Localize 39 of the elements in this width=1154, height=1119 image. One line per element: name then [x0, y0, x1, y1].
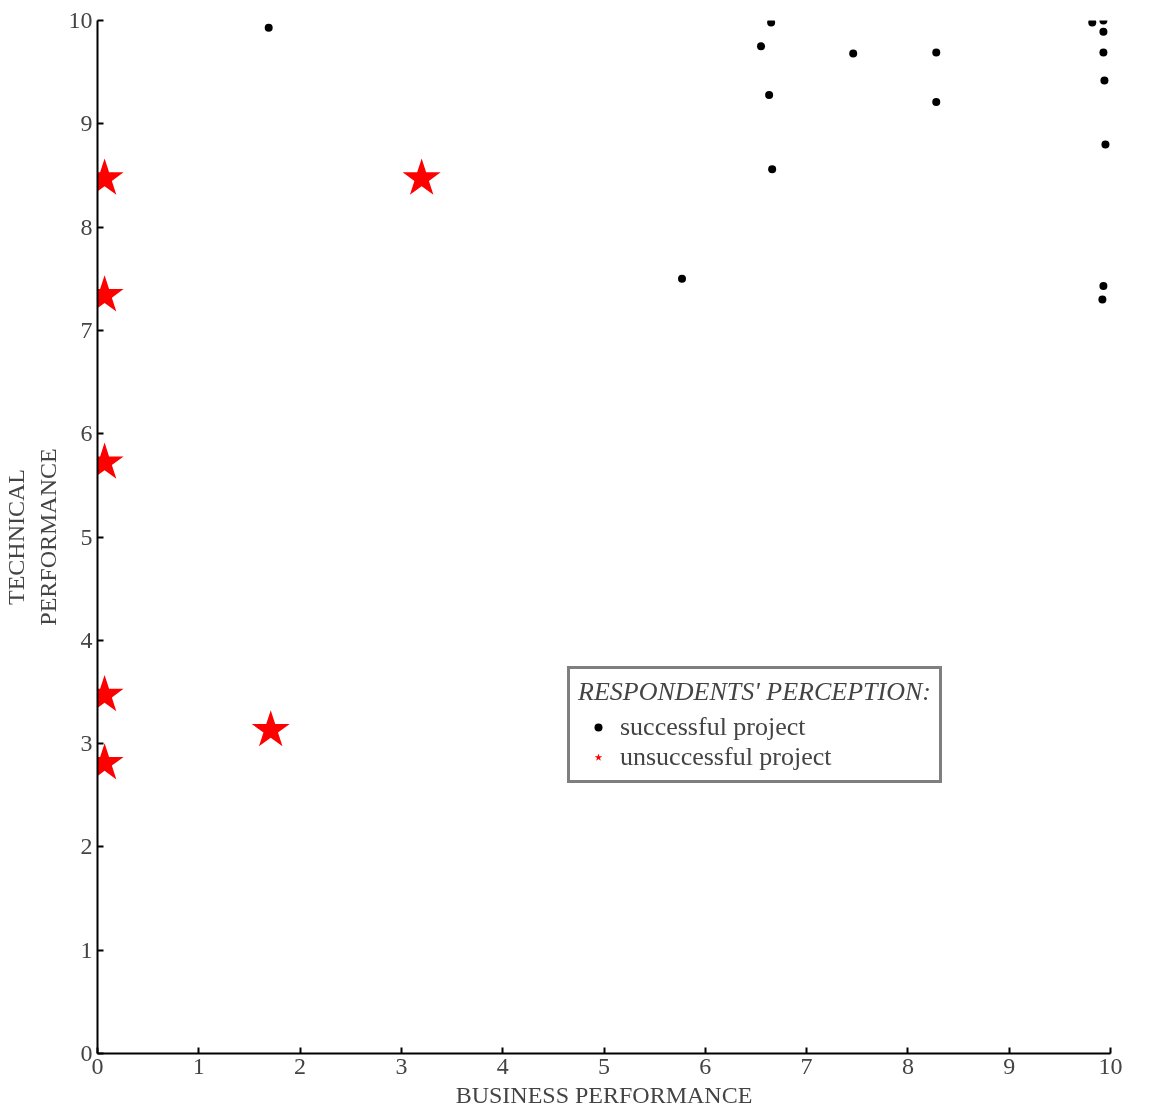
x-tick-label: 2 [294, 1052, 307, 1079]
y-tick-label: 5 [80, 523, 93, 550]
x-tick-label: 6 [699, 1052, 712, 1079]
point [757, 42, 766, 51]
x-tick-label: 8 [901, 1052, 914, 1079]
point [767, 20, 776, 27]
y-tick-label: 7 [80, 316, 93, 343]
legend-label: unsuccessful project [620, 742, 832, 772]
x-tick-label: 9 [1003, 1052, 1016, 1079]
y-tick-label: 2 [80, 833, 93, 860]
point [1101, 140, 1110, 149]
point [1099, 281, 1108, 290]
x-tick-label: 7 [800, 1052, 813, 1079]
legend-label: successful project [620, 712, 806, 742]
x-axis-title: BUSINESS PERFORMANCE [455, 1081, 753, 1108]
x-tick-label: 10 [1098, 1052, 1123, 1079]
y-tick-label: 4 [80, 626, 93, 653]
point [1098, 295, 1107, 304]
y-tick-label: 8 [80, 213, 93, 240]
point [1099, 48, 1108, 57]
point [1099, 27, 1108, 36]
point [1088, 20, 1097, 27]
y-axis-title: TECHNICAL PERFORMANCE [3, 448, 61, 626]
y-tick-label: 9 [80, 110, 93, 137]
x-tick-label: 1 [192, 1052, 205, 1079]
y-tick-label: 10 [68, 7, 93, 33]
point [932, 98, 941, 107]
y-tick-label: 6 [80, 420, 93, 447]
point [849, 49, 858, 58]
y-tick-label: 1 [80, 936, 93, 963]
legend-title: RESPONDENTS' PERCEPTION: [578, 677, 931, 707]
point [768, 165, 777, 174]
x-tick-label: 4 [496, 1052, 509, 1079]
point [765, 90, 774, 99]
x-tick-label: 3 [395, 1052, 408, 1079]
x-tick-label: 5 [598, 1052, 610, 1079]
point [932, 48, 941, 57]
point [1100, 76, 1109, 85]
y-tick-label: 3 [80, 730, 93, 757]
